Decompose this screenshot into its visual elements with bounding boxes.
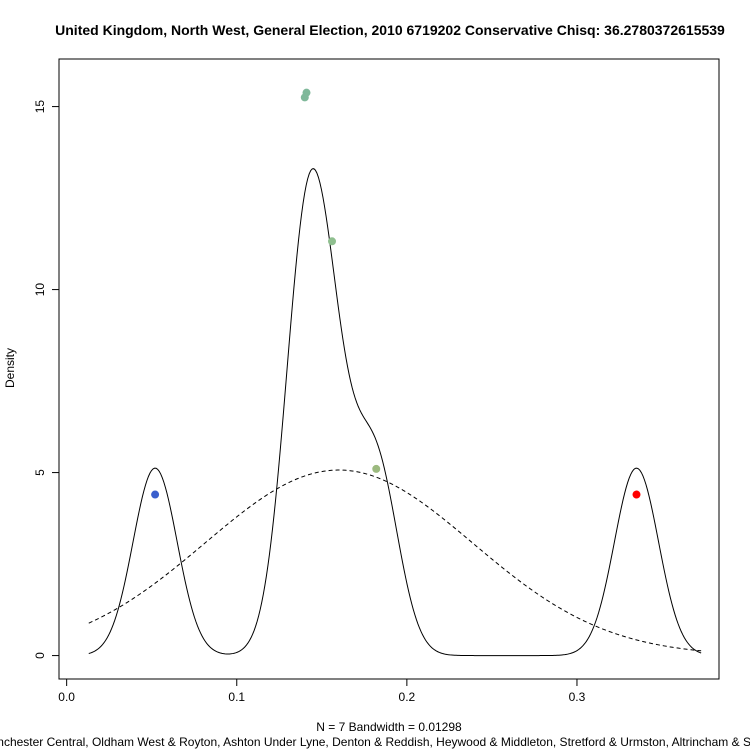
normal-curve xyxy=(88,469,702,652)
y-tick-label: 0 xyxy=(33,652,47,659)
y-axis-label: Density xyxy=(3,348,17,388)
data-point xyxy=(372,464,381,473)
data-point xyxy=(151,490,160,499)
chart-title: United Kingdom, North West, General Elec… xyxy=(55,22,725,38)
y-tick-label: 15 xyxy=(33,100,47,114)
y-tick-label: 5 xyxy=(33,469,47,476)
constituency-list: Manchester Central, Oldham West & Royton… xyxy=(0,735,750,749)
x-tick-label: 0.0 xyxy=(58,690,75,704)
data-point xyxy=(632,490,641,499)
x-axis: 0.0 0.1 0.2 0.3 xyxy=(58,678,586,704)
x-axis-label: N = 7 Bandwidth = 0.01298 xyxy=(316,720,462,734)
y-axis: 0 5 10 15 xyxy=(33,100,60,659)
x-tick-label: 0.3 xyxy=(569,690,586,704)
plot-frame xyxy=(58,58,720,680)
data-point xyxy=(328,237,337,246)
x-tick-label: 0.1 xyxy=(228,690,245,704)
data-points xyxy=(151,88,641,499)
x-tick-label: 0.2 xyxy=(399,690,416,704)
y-tick-label: 10 xyxy=(33,283,47,297)
density-curve xyxy=(88,168,702,657)
curves xyxy=(88,168,702,657)
data-point xyxy=(302,88,311,97)
